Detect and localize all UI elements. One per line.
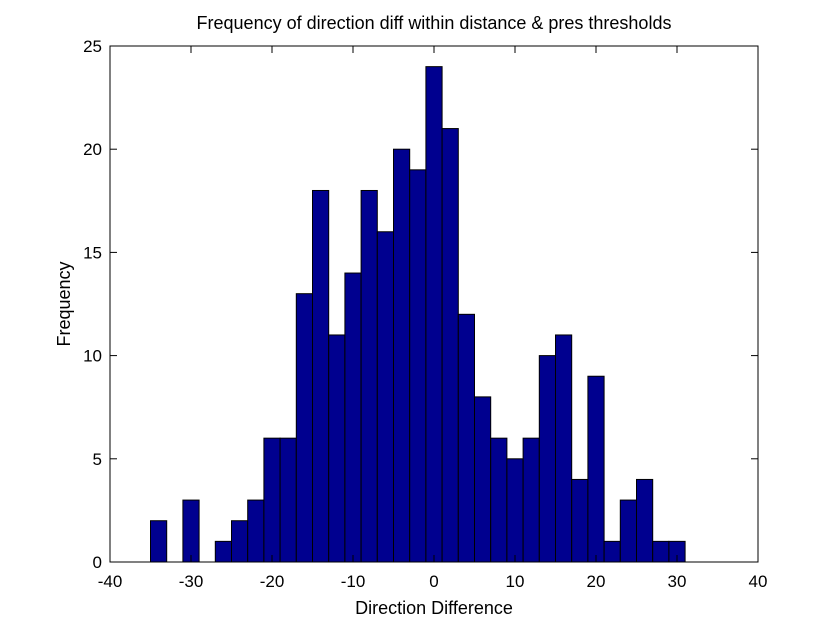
x-tick-label: 40 [749, 572, 768, 591]
histogram-bar [636, 478, 654, 563]
y-tick-label: 15 [83, 243, 102, 262]
histogram-bar [425, 66, 443, 563]
histogram-bar [150, 520, 168, 563]
histogram-bar [555, 334, 573, 563]
histogram-bar [279, 437, 297, 563]
histogram-bar [474, 396, 492, 563]
histogram-bar [490, 437, 508, 563]
histogram-bar [587, 375, 605, 563]
histogram-bar [393, 148, 411, 563]
histogram-bar [522, 437, 540, 563]
histogram-bar [263, 437, 281, 563]
x-tick-label: -20 [260, 572, 285, 591]
histogram-bar [619, 499, 637, 563]
x-tick-label: -40 [98, 572, 123, 591]
x-tick-label: -10 [341, 572, 366, 591]
histogram-bar [344, 272, 362, 563]
histogram-bar [603, 540, 621, 563]
y-tick-label: 25 [83, 37, 102, 56]
histogram-bar [231, 520, 249, 563]
histogram-bar [214, 540, 233, 563]
histogram-bar [312, 189, 330, 563]
histogram-bar [376, 231, 394, 563]
histogram-bar [295, 293, 313, 563]
x-tick-label: 10 [506, 572, 525, 591]
x-tick-label: 30 [668, 572, 687, 591]
histogram-bar [571, 478, 589, 563]
y-tick-label: 0 [93, 553, 102, 572]
x-tick-label: 0 [429, 572, 438, 591]
y-ticks-group: 0 5 10 15 20 25 [83, 37, 758, 572]
x-ticks-group: -40 -30 -20 -10 0 10 20 30 40 [98, 46, 768, 591]
y-tick-label: 5 [93, 450, 102, 469]
histogram-bar [441, 128, 459, 563]
histogram-bar [457, 313, 475, 563]
bars-group [150, 66, 686, 563]
histogram-bar [538, 355, 556, 563]
x-tick-label: 20 [587, 572, 606, 591]
x-tick-label: -30 [179, 572, 204, 591]
x-axis-label: Direction Difference [355, 598, 513, 618]
chart-title: Frequency of direction diff within dista… [197, 13, 672, 33]
histogram-bar [409, 169, 427, 563]
histogram-bar [182, 499, 200, 563]
histogram-bar [360, 189, 378, 563]
y-axis-label: Frequency [54, 261, 74, 346]
histogram-bar [506, 458, 524, 563]
histogram-bar [328, 334, 346, 563]
y-tick-label: 20 [83, 140, 102, 159]
histogram-bar [247, 499, 265, 563]
histogram-bar [652, 540, 670, 563]
y-tick-label: 10 [83, 347, 102, 366]
